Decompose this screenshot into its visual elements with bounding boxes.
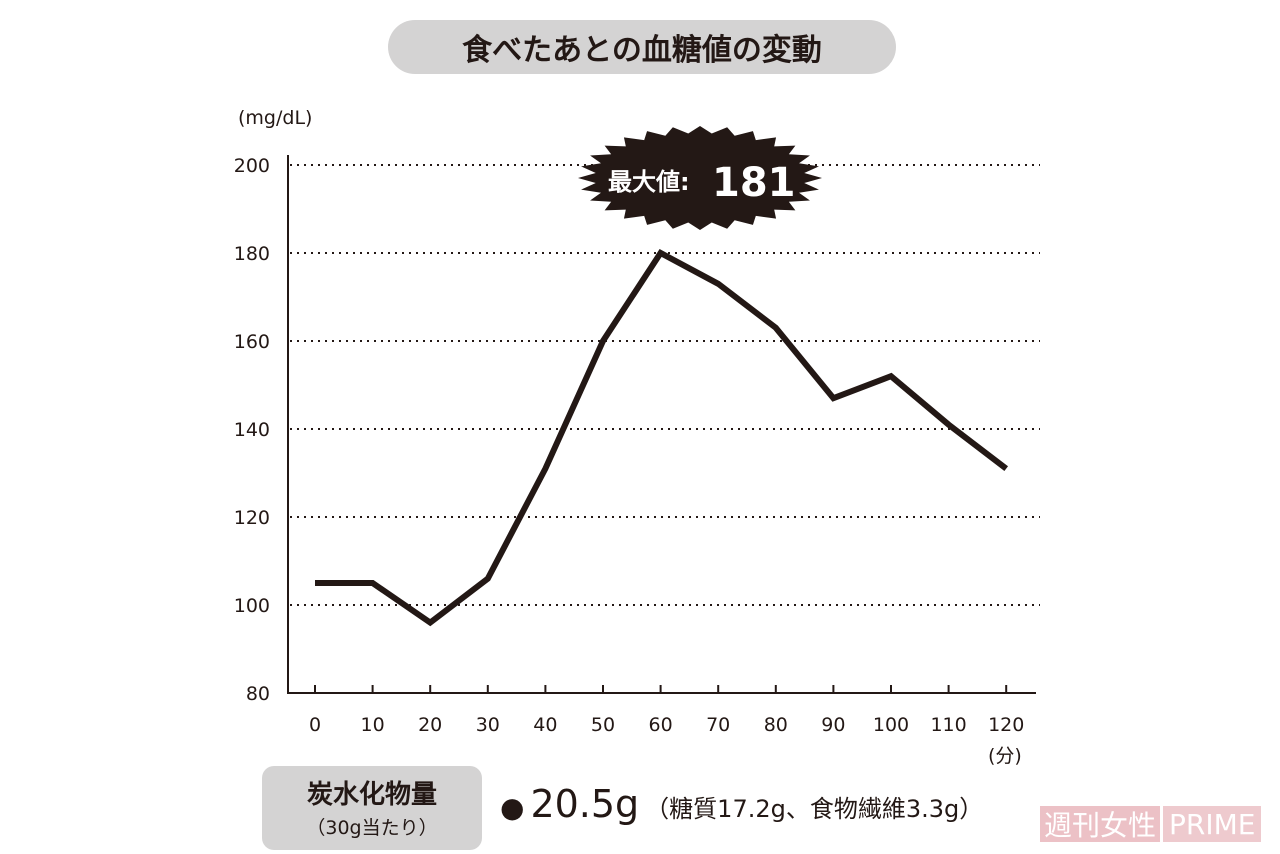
carb-title: 炭水化物量: [306, 780, 437, 810]
max-value-badge: 最大値: 181: [578, 126, 822, 230]
publisher-logo: 週刊女性 PRIME: [1040, 806, 1268, 842]
logo-en: PRIME: [1163, 806, 1262, 842]
max-value: 181: [712, 160, 796, 206]
x-tick-label: 70: [706, 714, 730, 736]
x-tick-label: 90: [821, 714, 845, 736]
burst-shape: [578, 126, 822, 230]
x-tick-label: 80: [764, 714, 788, 736]
logo-jp: 週刊女性: [1040, 806, 1161, 842]
y-tick-label: 100: [234, 595, 270, 617]
max-label: 最大値:: [608, 168, 690, 196]
y-axis-label: (mg/dL): [238, 107, 312, 129]
x-tick-label: 30: [476, 714, 500, 736]
carb-subtitle: （30g当たり）: [306, 817, 438, 839]
x-tick-label: 110: [930, 714, 966, 736]
x-tick-label: 20: [418, 714, 442, 736]
y-tick-label: 200: [234, 155, 270, 177]
x-tick-label: 10: [361, 714, 385, 736]
y-tick-label: 160: [234, 331, 270, 353]
series-line: [315, 249, 1009, 627]
x-tick-label: 0: [309, 714, 321, 736]
carb-label-box: 炭水化物量 （30g当たり）: [262, 766, 482, 850]
chart-title: 食べたあとの血糖値の変動: [388, 20, 896, 74]
x-tick-label: 40: [533, 714, 557, 736]
carb-amount: 20.5g: [530, 782, 640, 826]
y-tick-label: 140: [234, 419, 270, 441]
y-tick-label: 80: [246, 683, 270, 705]
x-tick-label: 60: [649, 714, 673, 736]
y-tick-label: 120: [234, 507, 270, 529]
carb-value-row: ● 20.5g （糖質17.2g、食物繊維3.3g）: [500, 782, 983, 826]
carb-detail: （糖質17.2g、食物繊維3.3g）: [645, 795, 984, 823]
x-axis-label: (分): [988, 745, 1022, 767]
x-tick-label: 100: [873, 714, 909, 736]
x-tick-label: 120: [988, 714, 1024, 736]
bullet-icon: ●: [500, 791, 525, 824]
y-tick-label: 180: [234, 243, 270, 265]
x-tick-label: 50: [591, 714, 615, 736]
